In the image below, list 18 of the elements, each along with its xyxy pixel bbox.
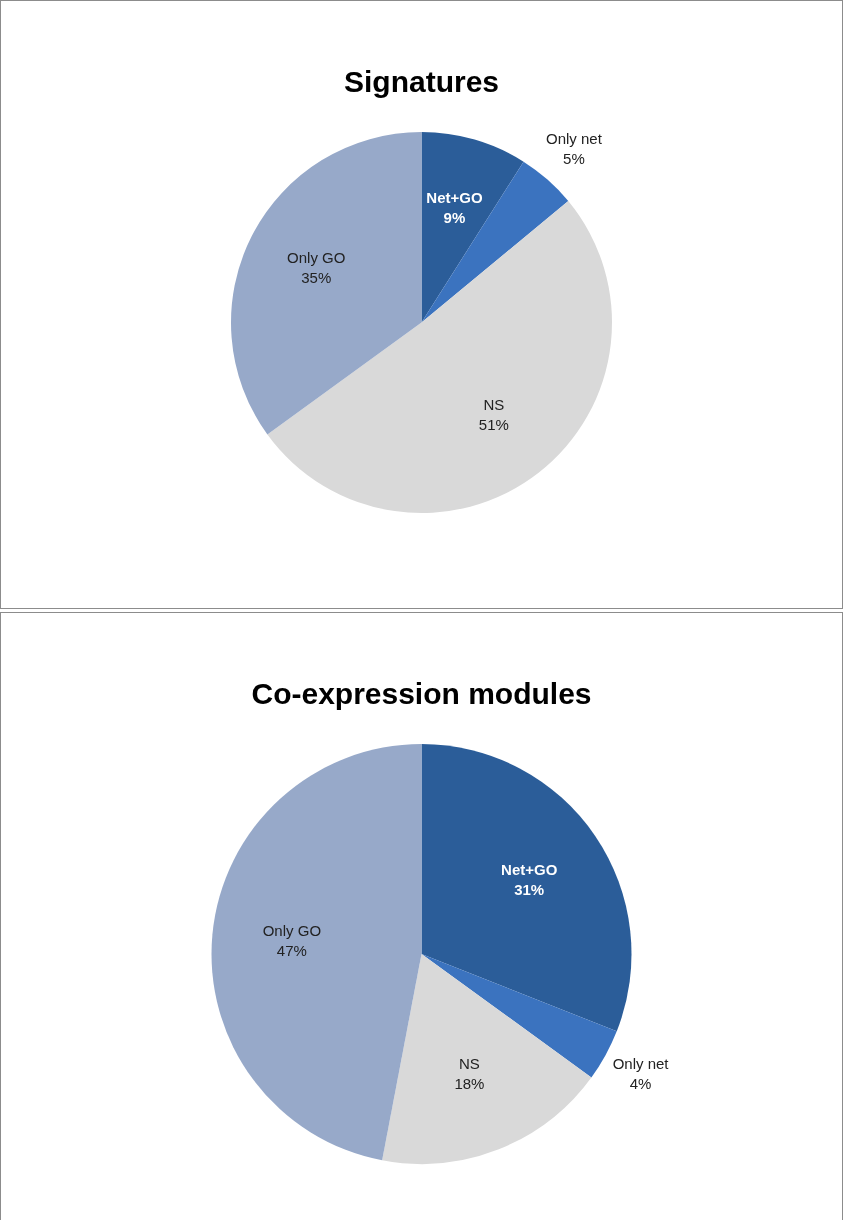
data-label: 4% xyxy=(629,1074,652,1092)
slice-label: Net+GO xyxy=(501,860,558,878)
data-label: 9% xyxy=(443,209,466,227)
data-label: 18% xyxy=(454,1075,485,1093)
slice-label: Only net xyxy=(545,129,603,147)
slice-label: NS xyxy=(483,395,505,413)
slice-label: Only GO xyxy=(262,921,322,939)
slice-label: Only GO xyxy=(287,249,346,267)
chart-title: Signatures xyxy=(343,65,500,99)
data-label: 35% xyxy=(301,269,332,287)
slice-label: Only net xyxy=(612,1054,670,1072)
slice-label: Net+GO xyxy=(426,189,483,207)
data-label: 31% xyxy=(514,880,545,898)
data-label: 51% xyxy=(478,415,509,433)
data-label: 5% xyxy=(563,149,585,167)
data-label: 47% xyxy=(276,941,307,959)
slice-label: NS xyxy=(459,1055,480,1073)
chart-title: Co-expression modules xyxy=(251,677,592,711)
